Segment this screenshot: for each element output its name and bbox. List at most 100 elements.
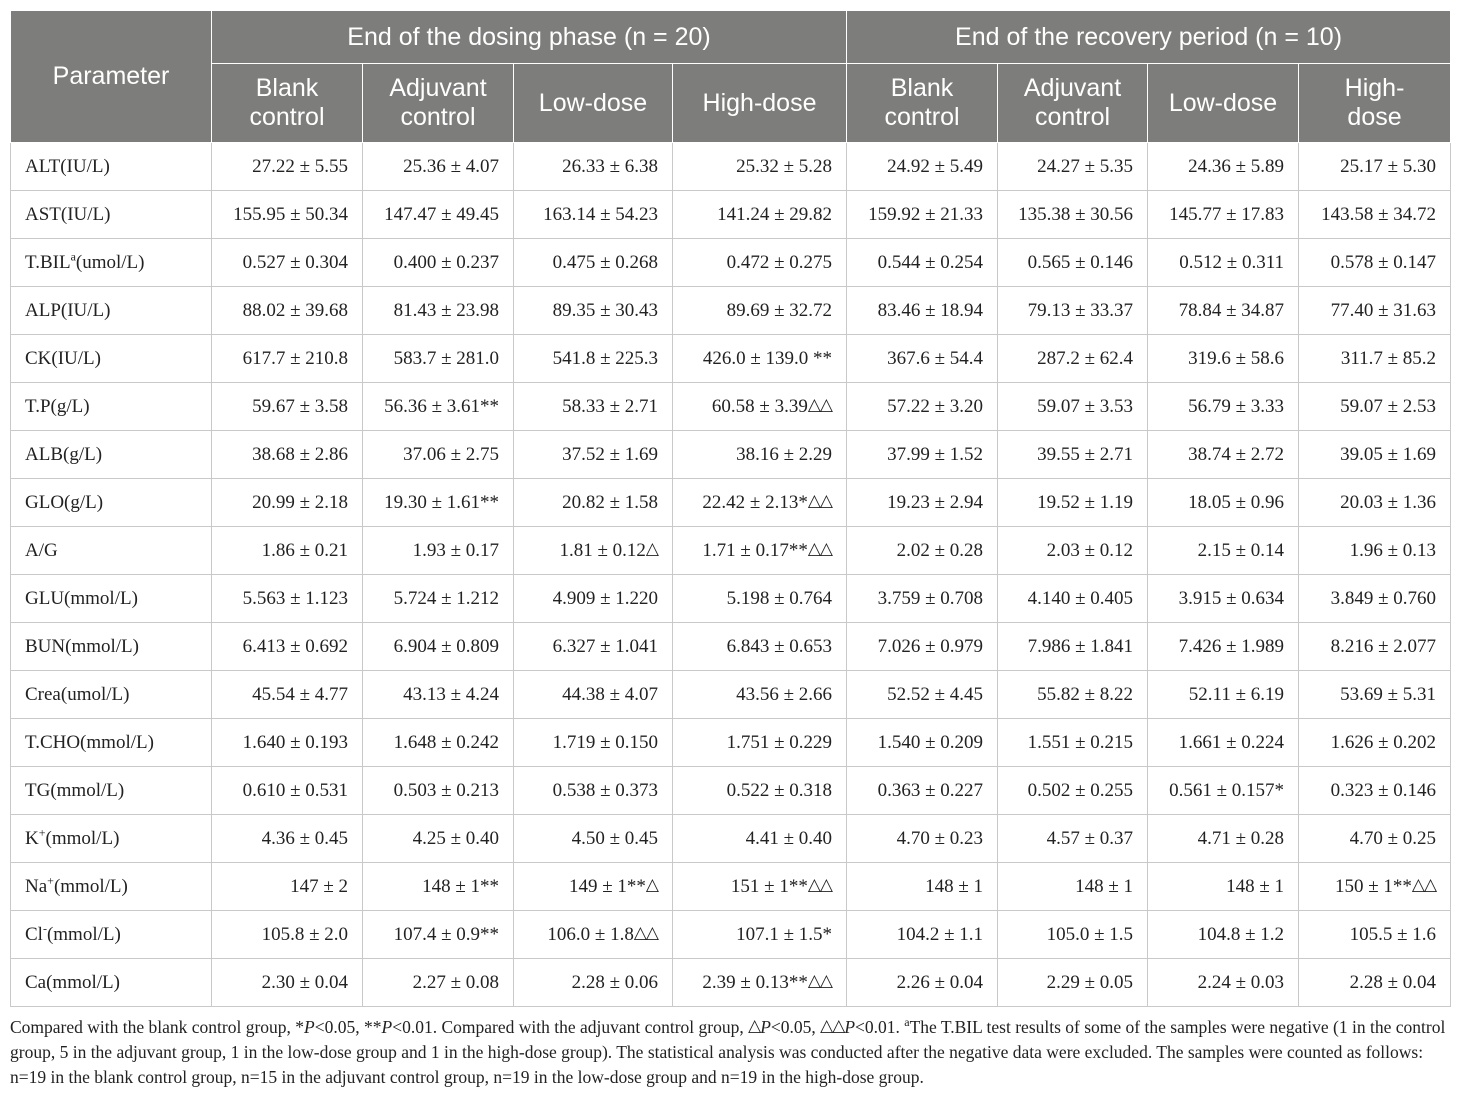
parameter-name: ALB(g/L) xyxy=(10,430,212,479)
table-row: Cl-(mmol/L) 105.8 ± 2.0 107.4 ± 0.9** 106.0… xyxy=(10,910,1452,959)
table-cell: 2.29 ± 0.05 xyxy=(997,958,1149,1007)
significance-triangle: △△ xyxy=(633,923,659,942)
table-cell: 19.23 ± 2.94 xyxy=(846,478,999,527)
table-cell: 25.17 ± 5.30 xyxy=(1298,142,1452,191)
table-cell: 79.13 ± 33.37 xyxy=(997,286,1149,335)
significance-triangle: △△ xyxy=(1411,875,1437,894)
table-cell: 20.99 ± 2.18 xyxy=(211,478,363,527)
parameter-name: ALT(IU/L) xyxy=(10,142,212,191)
table-cell: 1.640 ± 0.193 xyxy=(211,718,363,767)
parameter-name: T.P(g/L) xyxy=(10,382,212,431)
table-cell: 7.986 ± 1.841 xyxy=(997,622,1149,671)
table-cell: 4.71 ± 0.28 xyxy=(1147,814,1300,863)
parameter-header: Parameter xyxy=(10,10,212,143)
parameter-name: AST(IU/L) xyxy=(10,190,212,239)
table-cell: 27.22 ± 5.55 xyxy=(211,142,363,191)
table-cell: 1.93 ± 0.17 xyxy=(362,526,514,575)
table-cell: 155.95 ± 50.34 xyxy=(211,190,363,239)
table-row: K+(mmol/L) 4.36 ± 0.45 4.25 ± 0.40 4.50 ± 0… xyxy=(10,814,1452,863)
group-subheader-row: Blank control Adjuvant control Low-dose High-… xyxy=(11,63,1452,143)
significance-triangle: △△ xyxy=(807,539,833,558)
table-row: GLO(g/L) 20.99 ± 2.18 19.30 ± 1.61** 20.82 … xyxy=(10,478,1452,527)
table-cell: 2.15 ± 0.14 xyxy=(1147,526,1300,575)
table-cell: 1.540 ± 0.209 xyxy=(846,718,999,767)
table-row: A/G 1.86 ± 0.21 1.93 ± 0.17 1.81 ± 0.12△ 1.7… xyxy=(10,526,1452,575)
parameter-name: T.CHO(mmol/L) xyxy=(10,718,212,767)
table-cell: 1.719 ± 0.150 xyxy=(513,718,673,767)
table-cell: 148 ± 1 xyxy=(846,862,999,911)
group-subheader-6: Low-dose xyxy=(1147,63,1300,143)
table-cell: 319.6 ± 58.6 xyxy=(1147,334,1300,383)
table-row: T.CHO(mmol/L) 1.640 ± 0.193 1.648 ± 0.242 1… xyxy=(10,718,1452,767)
table-cell: 1.648 ± 0.242 xyxy=(362,718,514,767)
table-cell: 583.7 ± 281.0 xyxy=(362,334,514,383)
table-cell: 1.96 ± 0.13 xyxy=(1298,526,1452,575)
table-cell: 1.81 ± 0.12△ xyxy=(513,526,673,575)
table-cell: 4.57 ± 0.37 xyxy=(997,814,1149,863)
table-row: CK(IU/L) 617.7 ± 210.8 583.7 ± 281.0 541.8 … xyxy=(10,334,1452,383)
table-cell: 4.70 ± 0.25 xyxy=(1298,814,1452,863)
table-cell: 541.8 ± 225.3 xyxy=(513,334,673,383)
table-cell: 1.551 ± 0.215 xyxy=(997,718,1149,767)
table-row: Ca(mmol/L) 2.30 ± 0.04 2.27 ± 0.08 2.28 ± 0… xyxy=(10,958,1452,1007)
table-cell: 6.904 ± 0.809 xyxy=(362,622,514,671)
table-cell: 0.472 ± 0.275 xyxy=(671,238,848,287)
dosing-phase-header: End of the dosing phase (n = 20) xyxy=(210,10,848,64)
table-cell: 151 ± 1**△△ xyxy=(671,862,848,911)
table-cell: 37.52 ± 1.69 xyxy=(513,430,673,479)
table-cell: 143.58 ± 34.72 xyxy=(1298,190,1452,239)
parameter-name: ALP(IU/L) xyxy=(10,286,212,335)
table-cell: 0.538 ± 0.373 xyxy=(513,766,673,815)
table-cell: 147 ± 2 xyxy=(211,862,363,911)
table-cell: 107.4 ± 0.9** xyxy=(362,910,514,959)
table-cell: 56.79 ± 3.33 xyxy=(1147,382,1300,431)
table-cell: 0.503 ± 0.213 xyxy=(362,766,514,815)
significance-triangle: △ xyxy=(645,875,659,894)
table-cell: 39.05 ± 1.69 xyxy=(1298,430,1452,479)
table-cell: 37.06 ± 2.75 xyxy=(362,430,514,479)
parameter-name: BUN(mmol/L) xyxy=(10,622,212,671)
table-cell: 3.759 ± 0.708 xyxy=(846,574,999,623)
table-cell: 24.27 ± 5.35 xyxy=(997,142,1149,191)
table-cell: 4.50 ± 0.45 xyxy=(513,814,673,863)
table-cell: 1.86 ± 0.21 xyxy=(211,526,363,575)
group-subheader-2: Low-dose xyxy=(513,63,673,143)
table-cell: 45.54 ± 4.77 xyxy=(211,670,363,719)
table-cell: 141.24 ± 29.82 xyxy=(671,190,848,239)
table-row: TG(mmol/L) 0.610 ± 0.531 0.503 ± 0.213 0.53… xyxy=(10,766,1452,815)
group-subheader-0: Blank control xyxy=(211,63,363,143)
table-row: Crea(umol/L) 45.54 ± 4.77 43.13 ± 4.24 44.3… xyxy=(10,670,1452,719)
significance-triangle: △△ xyxy=(807,395,833,414)
table-cell: 0.512 ± 0.311 xyxy=(1147,238,1300,287)
table-cell: 3.915 ± 0.634 xyxy=(1147,574,1300,623)
table-cell: 44.38 ± 4.07 xyxy=(513,670,673,719)
biochemistry-table: Parameter End of the dosing phase (n = 2… xyxy=(10,10,1452,1007)
table-cell: 0.323 ± 0.146 xyxy=(1298,766,1452,815)
table-cell: 52.11 ± 6.19 xyxy=(1147,670,1300,719)
table-cell: 52.52 ± 4.45 xyxy=(846,670,999,719)
table-cell: 4.909 ± 1.220 xyxy=(513,574,673,623)
table-cell: 2.27 ± 0.08 xyxy=(362,958,514,1007)
table-cell: 1.751 ± 0.229 xyxy=(671,718,848,767)
table-cell: 56.36 ± 3.61** xyxy=(362,382,514,431)
table-cell: 18.05 ± 0.96 xyxy=(1147,478,1300,527)
table-cell: 148 ± 1** xyxy=(362,862,514,911)
table-cell: 2.03 ± 0.12 xyxy=(997,526,1149,575)
table-cell: 55.82 ± 8.22 xyxy=(997,670,1149,719)
group-subheader-1: Adjuvant control xyxy=(362,63,514,143)
parameter-name: CK(IU/L) xyxy=(10,334,212,383)
table-cell: 148 ± 1 xyxy=(997,862,1149,911)
table-cell: 4.140 ± 0.405 xyxy=(997,574,1149,623)
table-cell: 4.41 ± 0.40 xyxy=(671,814,848,863)
table-cell: 5.563 ± 1.123 xyxy=(211,574,363,623)
table-cell: 43.13 ± 4.24 xyxy=(362,670,514,719)
table-cell: 78.84 ± 34.87 xyxy=(1147,286,1300,335)
table-cell: 24.36 ± 5.89 xyxy=(1147,142,1300,191)
table-cell: 8.216 ± 2.077 xyxy=(1298,622,1452,671)
table-cell: 1.626 ± 0.202 xyxy=(1298,718,1452,767)
significance-triangle: △△ xyxy=(807,875,833,894)
table-cell: 5.724 ± 1.212 xyxy=(362,574,514,623)
table-cell: 26.33 ± 6.38 xyxy=(513,142,673,191)
table-cell: 59.07 ± 2.53 xyxy=(1298,382,1452,431)
table-cell: 104.8 ± 1.2 xyxy=(1147,910,1300,959)
